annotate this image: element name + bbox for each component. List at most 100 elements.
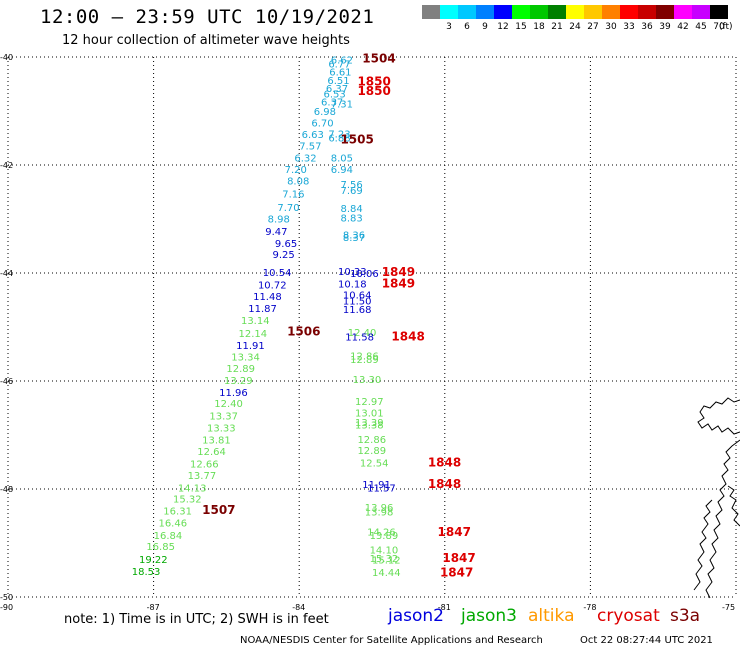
scale-swatch: [638, 5, 656, 19]
wave-height-value: 6.63: [302, 130, 324, 141]
wave-height-value: 9.25: [273, 250, 295, 261]
wave-height-value: 9.47: [265, 227, 287, 238]
lon-tick-label: -81: [438, 603, 451, 612]
lat-tick-label: -44: [0, 269, 13, 278]
scale-label: 15: [515, 22, 527, 32]
scale-swatch: [440, 5, 458, 19]
scale-label: 39: [659, 22, 671, 32]
wave-heights: 6.626.776.616.516.376.536.377.316.986.70…: [132, 56, 401, 579]
wave-height-value: 16.85: [146, 542, 175, 553]
lat-tick-label: -48: [0, 485, 13, 494]
wave-height-value: 12.64: [197, 447, 226, 458]
pass-time-label: 1848: [428, 456, 461, 470]
wave-height-value: 6.61: [329, 68, 351, 79]
wave-height-value: 6.98: [314, 107, 336, 118]
scale-swatch: [584, 5, 602, 19]
scale-label: 27: [587, 22, 599, 32]
wave-height-value: 10.33: [338, 267, 367, 278]
wave-height-value: 15.32: [173, 495, 202, 506]
wave-height-value: 6.53: [323, 90, 345, 101]
scale-swatch: [620, 5, 638, 19]
scale-label: 3: [446, 22, 452, 32]
wave-height-value: 11.48: [253, 292, 282, 303]
scale-label: 45: [695, 22, 707, 32]
wave-height-value: 13.81: [202, 435, 231, 446]
wave-height-value: 11.57: [367, 483, 396, 494]
map-title: 12:00 – 23:59 UTC 10/19/2021: [40, 6, 375, 28]
lon-tick-label: -90: [0, 603, 13, 612]
wave-height-value: 12.86: [357, 435, 386, 446]
wave-height-value: 12.40: [348, 328, 377, 339]
lat-tick-label: -42: [0, 161, 13, 170]
wave-height-value: 6.88: [328, 133, 350, 144]
wave-height-value: 8.36: [343, 231, 365, 242]
wave-height-value: 7.20: [285, 165, 307, 176]
wave-height-value: 14.44: [372, 568, 401, 579]
wave-height-value: 13.33: [207, 423, 236, 434]
wave-height-value: 8.98: [268, 214, 290, 225]
scale-swatch: [566, 5, 584, 19]
wave-height-value: 7.16: [282, 190, 304, 201]
scale-swatch: [710, 5, 728, 19]
wave-height-value: 11.58: [345, 333, 374, 344]
scale-swatch: [656, 5, 674, 19]
pass-time-label: 1849: [382, 265, 415, 279]
wave-height-value: 11.87: [248, 304, 277, 315]
wave-height-value: 7.56: [340, 180, 362, 191]
wave-height-value: 9.65: [275, 239, 297, 250]
wave-height-value: 13.30: [353, 375, 382, 386]
coastline-path: [697, 397, 740, 435]
coastline: [693, 397, 740, 599]
wave-height-value: 8.83: [340, 213, 362, 224]
wave-height-value: 12.89: [226, 364, 255, 375]
pass-time-label: 1848: [428, 477, 461, 491]
wave-height-value: 13.89: [370, 531, 399, 542]
pass-time-label: 1505: [340, 133, 373, 147]
wave-height-value: 12.14: [239, 329, 268, 340]
pass-time-label: 1847: [440, 566, 473, 580]
scale-label: 70: [713, 22, 725, 32]
lat-tick-label: -40: [0, 53, 13, 62]
wave-height-value: 10.06: [350, 269, 379, 280]
wave-height-value: 13.14: [241, 316, 270, 327]
wave-height-value: 11.91: [362, 480, 391, 491]
lon-tick-label: -84: [292, 603, 305, 612]
legend-jason3: jason3: [461, 606, 517, 626]
scale-swatch: [458, 5, 476, 19]
scale-label: 12: [497, 22, 509, 32]
pass-time-label: 1849: [382, 276, 415, 290]
wave-height-value: 6.37: [321, 97, 343, 108]
wave-height-value: 15.12: [372, 556, 401, 567]
wave-height-value: 11.50: [343, 297, 372, 308]
wave-height-value: 7.31: [331, 99, 353, 110]
credit-text: NOAA/NESDIS Center for Satellite Applica…: [240, 635, 543, 646]
wave-height-value: 13.29: [224, 376, 253, 387]
wave-height-value: 10.72: [258, 280, 287, 291]
lon-tick-label: -78: [583, 603, 596, 612]
generated-timestamp: Oct 22 08:27:44 UTC 2021: [580, 635, 713, 646]
legend-altika: altika: [528, 606, 575, 626]
scale-label: 6: [464, 22, 470, 32]
lat-tick-label: -50: [0, 593, 13, 602]
wave-height-value: 12.86: [350, 352, 379, 363]
scale-swatch: [674, 5, 692, 19]
wave-height-value: 6.37: [326, 84, 348, 95]
pass-time-label: 1507: [202, 503, 235, 517]
wave-height-value: 11.91: [236, 341, 265, 352]
scale-swatch: [494, 5, 512, 19]
wave-height-value: 13.37: [209, 412, 238, 423]
scale-unit: (ft): [719, 22, 733, 32]
wave-height-value: 12.66: [190, 460, 219, 471]
lat-tick-label: -46: [0, 377, 13, 386]
wave-height-value: 15.32: [370, 554, 399, 565]
wave-height-value: 18.53: [132, 567, 161, 578]
wave-height-value: 16.84: [154, 531, 183, 542]
wave-height-value: 7.70: [277, 203, 299, 214]
scale-label: 24: [569, 22, 581, 32]
wave-height-value: 6.94: [331, 165, 353, 176]
wave-height-value: 13.96: [365, 503, 394, 514]
graticule: [7, 56, 737, 598]
wave-height-value: 16.46: [158, 518, 187, 529]
wave-height-value: 19.22: [139, 555, 168, 566]
